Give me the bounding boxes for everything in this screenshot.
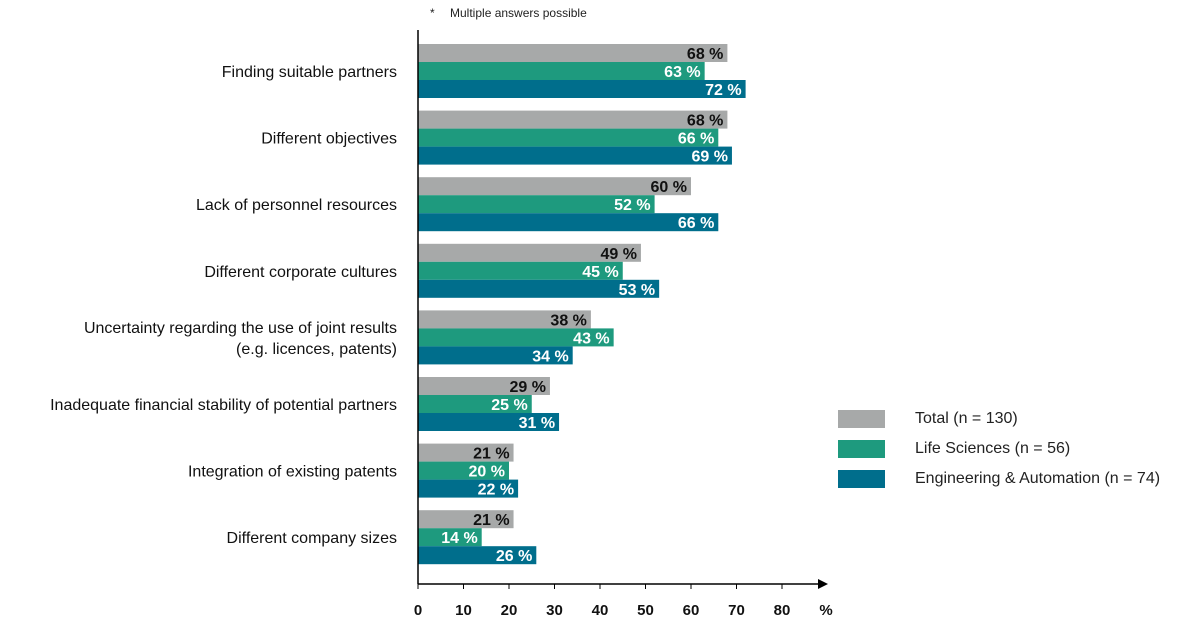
bar-engineering-automation-integration-of-existing-patents xyxy=(418,479,519,498)
x-tick-label-20: 20 xyxy=(501,602,518,619)
bar-total-different-objectives xyxy=(418,110,728,129)
x-axis-arrowhead xyxy=(818,579,828,589)
bar-life-sciences-different-corporate-cultures xyxy=(418,261,623,280)
bar-engineering-automation-inadequate-financial-stability-of-potent xyxy=(418,413,560,431)
bar-total-integration-of-existing-patents xyxy=(418,443,514,462)
x-tick-label-0: 0 xyxy=(414,602,422,619)
x-tick-label-60: 60 xyxy=(683,602,700,619)
value-label-total-different-company-sizes: 21 % xyxy=(473,512,509,529)
value-label-life-sciences-uncertainty-regarding-the-use-of-joint-r: 43 % xyxy=(573,330,609,347)
legend: Total (n = 130) Life Sciences (n = 56) E… xyxy=(838,404,1198,494)
value-label-life-sciences-inadequate-financial-stability-of-potent: 25 % xyxy=(491,397,527,414)
bar-life-sciences-different-company-sizes xyxy=(418,528,482,547)
value-label-life-sciences-different-company-sizes: 14 % xyxy=(441,530,477,547)
bar-life-sciences-inadequate-financial-stability-of-potent xyxy=(418,395,532,413)
bar-total-finding-suitable-partners xyxy=(418,44,728,62)
value-label-life-sciences-finding-suitable-partners: 63 % xyxy=(664,64,700,81)
legend-swatch-total xyxy=(838,410,885,428)
footnote: * Multiple answers possible xyxy=(430,6,587,20)
bar-life-sciences-finding-suitable-partners xyxy=(418,62,705,80)
bar-life-sciences-integration-of-existing-patents xyxy=(418,461,509,480)
legend-swatch-life-sciences xyxy=(838,440,885,458)
value-label-life-sciences-integration-of-existing-patents: 20 % xyxy=(469,464,505,481)
footnote-marker: * xyxy=(430,6,435,20)
value-label-total-different-objectives: 68 % xyxy=(687,113,723,130)
value-label-engineering-automation-different-objectives: 69 % xyxy=(691,149,727,166)
x-tick-label-50: 50 xyxy=(637,602,654,619)
value-label-total-integration-of-existing-patents: 21 % xyxy=(473,446,509,463)
legend-label-engineering-automation: Engineering & Automation (n = 74) xyxy=(915,470,1161,487)
value-label-engineering-automation-different-corporate-cultures: 53 % xyxy=(619,282,655,299)
bar-total-different-corporate-cultures xyxy=(418,243,641,262)
x-tick-label-10: 10 xyxy=(455,602,472,619)
value-label-engineering-automation-uncertainty-regarding-the-use-of-joint-r: 34 % xyxy=(532,348,568,365)
x-tick-label-30: 30 xyxy=(546,602,563,619)
value-label-life-sciences-lack-of-personnel-resources: 52 % xyxy=(614,197,650,214)
value-label-life-sciences-different-corporate-cultures: 45 % xyxy=(582,264,618,281)
value-label-engineering-automation-inadequate-financial-stability-of-potent: 31 % xyxy=(519,415,555,432)
category-label-uncertainty-regarding-the-use-of-joint-r-line2: (e.g. licences, patents) xyxy=(236,341,397,358)
legend-swatch-engineering-automation xyxy=(838,470,885,488)
value-label-engineering-automation-lack-of-personnel-resources: 66 % xyxy=(678,215,714,232)
bar-engineering-automation-uncertainty-regarding-the-use-of-joint-r xyxy=(418,346,573,365)
value-label-total-lack-of-personnel-resources: 60 % xyxy=(651,179,687,196)
x-tick-label-70: 70 xyxy=(728,602,745,619)
value-label-engineering-automation-integration-of-existing-patents: 22 % xyxy=(478,482,514,499)
bar-engineering-automation-different-corporate-cultures xyxy=(418,279,660,298)
value-label-total-finding-suitable-partners: 68 % xyxy=(687,46,723,63)
legend-label-total: Total (n = 130) xyxy=(915,410,1018,427)
category-label-lack-of-personnel-resources: Lack of personnel resources xyxy=(196,197,397,214)
bar-life-sciences-lack-of-personnel-resources xyxy=(418,195,655,214)
bar-total-uncertainty-regarding-the-use-of-joint-r xyxy=(418,310,591,329)
bar-life-sciences-uncertainty-regarding-the-use-of-joint-r xyxy=(418,328,614,347)
bar-total-different-company-sizes xyxy=(418,510,514,529)
bar-total-inadequate-financial-stability-of-potent xyxy=(418,377,550,395)
bar-engineering-automation-different-objectives xyxy=(418,146,732,165)
category-label-different-company-sizes: Different company sizes xyxy=(227,530,397,547)
value-label-engineering-automation-different-company-sizes: 26 % xyxy=(496,548,532,565)
category-label-different-corporate-cultures: Different corporate cultures xyxy=(204,264,397,281)
legend-label-life-sciences: Life Sciences (n = 56) xyxy=(915,440,1071,457)
category-label-inadequate-financial-stability-of-potent: Inadequate financial stability of potent… xyxy=(50,397,397,414)
value-label-engineering-automation-finding-suitable-partners: 72 % xyxy=(705,82,741,99)
legend-item-total: Total (n = 130) xyxy=(838,404,1198,434)
x-axis-unit-label: % xyxy=(819,602,832,619)
bar-life-sciences-different-objectives xyxy=(418,128,719,147)
value-label-total-inadequate-financial-stability-of-potent: 29 % xyxy=(509,379,545,396)
value-label-life-sciences-different-objectives: 66 % xyxy=(678,131,714,148)
category-label-finding-suitable-partners: Finding suitable partners xyxy=(222,64,397,81)
value-label-total-uncertainty-regarding-the-use-of-joint-r: 38 % xyxy=(550,312,586,329)
category-label-different-objectives: Different objectives xyxy=(261,131,397,148)
bar-engineering-automation-finding-suitable-partners xyxy=(418,80,746,98)
x-tick-label-80: 80 xyxy=(774,602,791,619)
legend-item-engineering-automation: Engineering & Automation (n = 74) xyxy=(838,464,1198,494)
category-label-integration-of-existing-patents: Integration of existing patents xyxy=(188,464,397,481)
bar-engineering-automation-different-company-sizes xyxy=(418,546,537,565)
bar-engineering-automation-lack-of-personnel-resources xyxy=(418,213,719,232)
x-tick-label-40: 40 xyxy=(592,602,609,619)
category-label-uncertainty-regarding-the-use-of-joint-r-line1: Uncertainty regarding the use of joint r… xyxy=(84,320,397,337)
value-label-total-different-corporate-cultures: 49 % xyxy=(600,246,636,263)
footnote-text: Multiple answers possible xyxy=(450,6,587,20)
bar-total-lack-of-personnel-resources xyxy=(418,177,691,196)
legend-item-life-sciences: Life Sciences (n = 56) xyxy=(838,434,1198,464)
